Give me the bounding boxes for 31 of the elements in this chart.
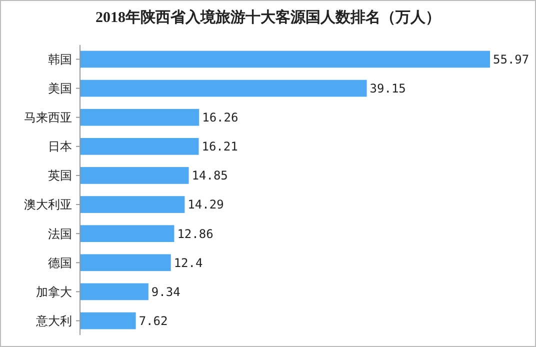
bar (80, 283, 148, 300)
bar (80, 225, 174, 242)
bar (80, 80, 367, 97)
bar (80, 196, 185, 213)
bar (80, 254, 171, 272)
y-tick-label: 澳大利亚 (24, 198, 72, 212)
data-label: 12.4 (174, 256, 203, 270)
bar (80, 108, 200, 126)
bar (80, 167, 189, 184)
y-tick-label: 日本 (48, 140, 72, 154)
y-tick-label: 德国 (48, 256, 72, 270)
bar (80, 138, 199, 155)
bar (80, 50, 490, 68)
y-tick-label: 法国 (48, 226, 72, 241)
data-label: 16.26 (202, 110, 238, 125)
data-label: 16.21 (202, 140, 238, 154)
data-label: 14.29 (188, 198, 224, 212)
data-label: 9.34 (151, 284, 180, 299)
y-tick-label: 韩国 (48, 52, 72, 66)
y-tick-label: 英国 (48, 168, 72, 183)
data-label: 39.15 (370, 81, 406, 96)
data-label: 55.97 (493, 52, 530, 66)
chart-title: 2018年陕西省入境旅游十大客源国人数排名（万人） (96, 8, 440, 26)
bar (80, 312, 136, 330)
y-tick-label: 加拿大 (36, 284, 72, 299)
y-tick-label: 美国 (48, 81, 72, 96)
y-tick-label: 马来西亚 (24, 110, 72, 125)
data-label: 7.62 (138, 314, 168, 328)
data-label: 12.86 (177, 226, 214, 241)
y-tick-label: 意大利 (35, 314, 72, 328)
data-label: 14.85 (192, 168, 228, 183)
